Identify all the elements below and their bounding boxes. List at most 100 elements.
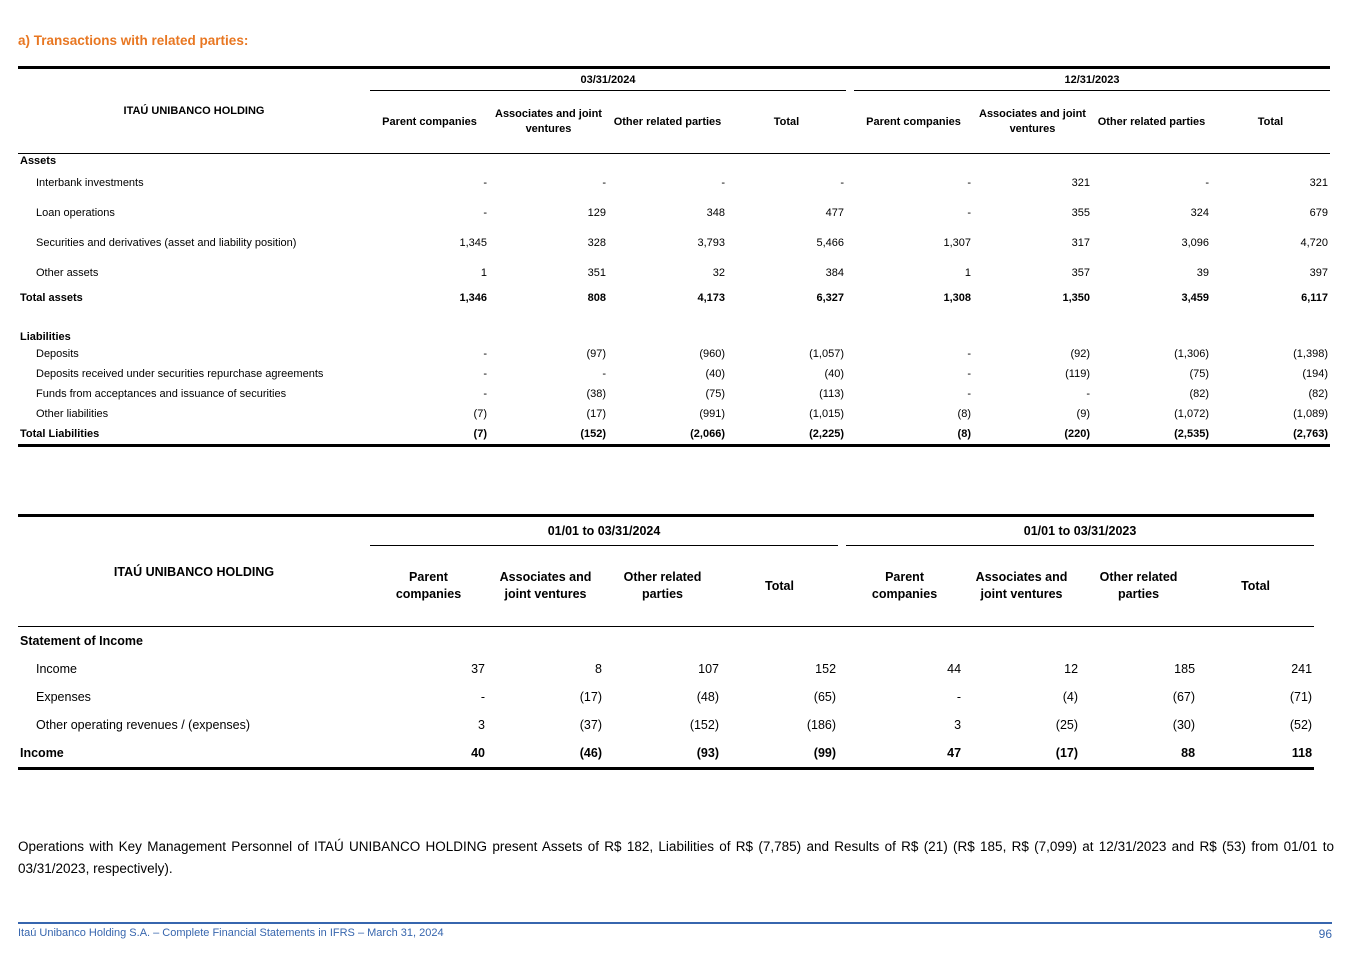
column-gap [838, 683, 846, 711]
value-cell: (40) [705, 368, 725, 380]
value-cell: 8 [595, 662, 602, 676]
value-cell [1080, 627, 1197, 656]
value-cell: (65) [813, 690, 837, 704]
value-cell: (46) [579, 746, 602, 760]
value-cell: (25) [1055, 718, 1079, 732]
column-header-parent-companies: Parent companies [846, 545, 964, 627]
table-row-other-operating-revenues-expenses: Other operating revenues / (expenses) 3 (3… [18, 711, 1314, 739]
value-cell [963, 627, 1080, 656]
value-cell [487, 627, 604, 656]
table-row-other-liabilities: Other liabilities (7) (17) (991) (1,015) (8) (… [18, 404, 1330, 424]
row-label: Securities and derivatives (asset and li… [36, 237, 297, 249]
row-label: Expenses [36, 690, 91, 704]
value-cell: - [840, 177, 844, 189]
value-cell [721, 627, 838, 656]
column-gap [838, 711, 846, 739]
value-cell: 355 [1071, 207, 1090, 219]
value-cell: (48) [696, 690, 719, 704]
table-row-total-liabilities: Total Liabilities (7) (152) (2,066) (2,225) (… [18, 424, 1330, 446]
table-row-spacer [18, 308, 1330, 330]
entity-header: ITAÚ UNIBANCO HOLDING [18, 515, 370, 627]
value-cell: 384 [825, 267, 844, 279]
value-cell: 40 [471, 746, 485, 760]
value-cell: (1,072) [1174, 408, 1209, 420]
column-header-associates: Associates and joint ventures [487, 545, 604, 627]
row-label: Assets [20, 155, 57, 167]
row-label: Income [20, 746, 64, 760]
balance-table-body: Assets Interbank investments - - - - -321-321 L… [18, 154, 1330, 446]
value-cell: - [967, 388, 971, 400]
table-row-interbank-investments: Interbank investments - - - - - 321 - 321 [18, 168, 1330, 198]
value-cell: 39 [1196, 267, 1209, 279]
period-header-q1-2023: 01/01 to 03/31/2023 [846, 515, 1315, 546]
group-gap [838, 515, 847, 627]
value-cell: 1,307 [943, 237, 971, 249]
column-gap [846, 424, 854, 446]
value-cell: 3,793 [697, 237, 725, 249]
row-label: Funds from acceptances and issuance of s… [36, 388, 287, 400]
value-cell: (8) [957, 428, 971, 440]
column-header-associates: Associates and joint ventures [963, 545, 1081, 627]
row-label: Statement of Income [20, 634, 143, 648]
column-header-row: Parent companies Associates and joint ve… [18, 545, 1315, 627]
value-cell [489, 330, 608, 344]
column-header-associates: Associates and joint ventures [973, 90, 1092, 154]
value-cell [370, 154, 489, 169]
value-cell: - [967, 207, 971, 219]
value-cell: - [967, 368, 971, 380]
value-cell: (38) [586, 388, 606, 400]
value-cell [608, 330, 727, 344]
value-cell: 4,720 [1300, 237, 1328, 249]
value-cell: (2,763) [1293, 428, 1328, 440]
value-cell: 152 [815, 662, 837, 676]
table-row-funds-from-acceptances-and-issuance-of-securities: Funds from acceptances and issuance of s… [18, 384, 1330, 404]
value-cell: 88 [1181, 746, 1196, 760]
value-cell: 3,459 [1181, 292, 1209, 304]
value-cell: - [483, 368, 487, 380]
value-cell: - [602, 368, 606, 380]
value-cell: (17) [586, 408, 606, 420]
value-cell [1092, 154, 1211, 169]
value-cell: 679 [1309, 207, 1328, 219]
value-cell: (17) [579, 690, 602, 704]
value-cell: 118 [1291, 746, 1313, 760]
section-title: a) Transactions with related parties: [18, 33, 249, 48]
value-cell: (2,225) [809, 428, 844, 440]
value-cell [608, 154, 727, 169]
value-cell: (1,089) [1293, 408, 1328, 420]
value-cell: 321 [1309, 177, 1328, 189]
table-row-total-assets: Total assets 1,346 808 4,173 6,327 1,308 1,350… [18, 288, 1330, 308]
value-cell: 5,466 [816, 237, 844, 249]
value-cell: 3 [478, 718, 485, 732]
value-cell: (17) [1055, 746, 1079, 760]
row-label: Liabilities [20, 331, 71, 343]
value-cell: (40) [824, 368, 844, 380]
value-cell: 317 [1071, 237, 1090, 249]
value-cell: 37 [471, 662, 485, 676]
value-cell: - [483, 348, 487, 360]
value-cell: (37) [579, 718, 602, 732]
column-header-associates: Associates and joint ventures [489, 90, 608, 154]
column-gap [846, 364, 854, 384]
value-cell: (152) [689, 718, 719, 732]
value-cell [370, 330, 489, 344]
value-cell [973, 330, 1092, 344]
value-cell: 1,350 [1062, 292, 1090, 304]
table-row-assets: Assets [18, 154, 1330, 169]
period-group-row: ITAÚ UNIBANCO HOLDING 01/01 to 03/31/202… [18, 515, 1315, 627]
value-cell: 1 [480, 267, 487, 279]
value-cell: 808 [587, 292, 606, 304]
value-cell: (119) [1065, 368, 1090, 380]
page-footer: Itaú Unibanco Holding S.A. – Complete Fi… [18, 922, 1332, 941]
value-cell: (1,398) [1293, 348, 1328, 360]
column-header-parent-companies: Parent companies [370, 90, 489, 154]
page-number: 96 [1318, 927, 1332, 941]
value-cell: 321 [1071, 177, 1090, 189]
value-cell: (7) [473, 428, 487, 440]
value-cell: - [1205, 177, 1209, 189]
value-cell: (75) [705, 388, 725, 400]
period-group-row: ITAÚ UNIBANCO HOLDING 03/31/2024 12/31/2… [18, 67, 1330, 154]
value-cell: (97) [586, 348, 606, 360]
value-cell [973, 154, 1092, 169]
value-cell: (99) [813, 746, 837, 760]
